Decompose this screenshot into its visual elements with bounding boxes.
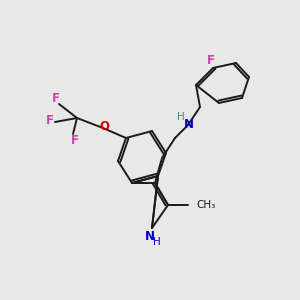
Text: F: F	[52, 92, 60, 106]
Text: N: N	[145, 230, 155, 242]
Text: F: F	[71, 134, 79, 146]
Text: N: N	[184, 118, 194, 131]
Text: O: O	[99, 121, 109, 134]
Text: H: H	[153, 237, 161, 247]
Text: CH₃: CH₃	[196, 200, 215, 210]
Text: F: F	[207, 53, 215, 67]
Text: H: H	[177, 112, 185, 122]
Text: F: F	[46, 115, 54, 128]
